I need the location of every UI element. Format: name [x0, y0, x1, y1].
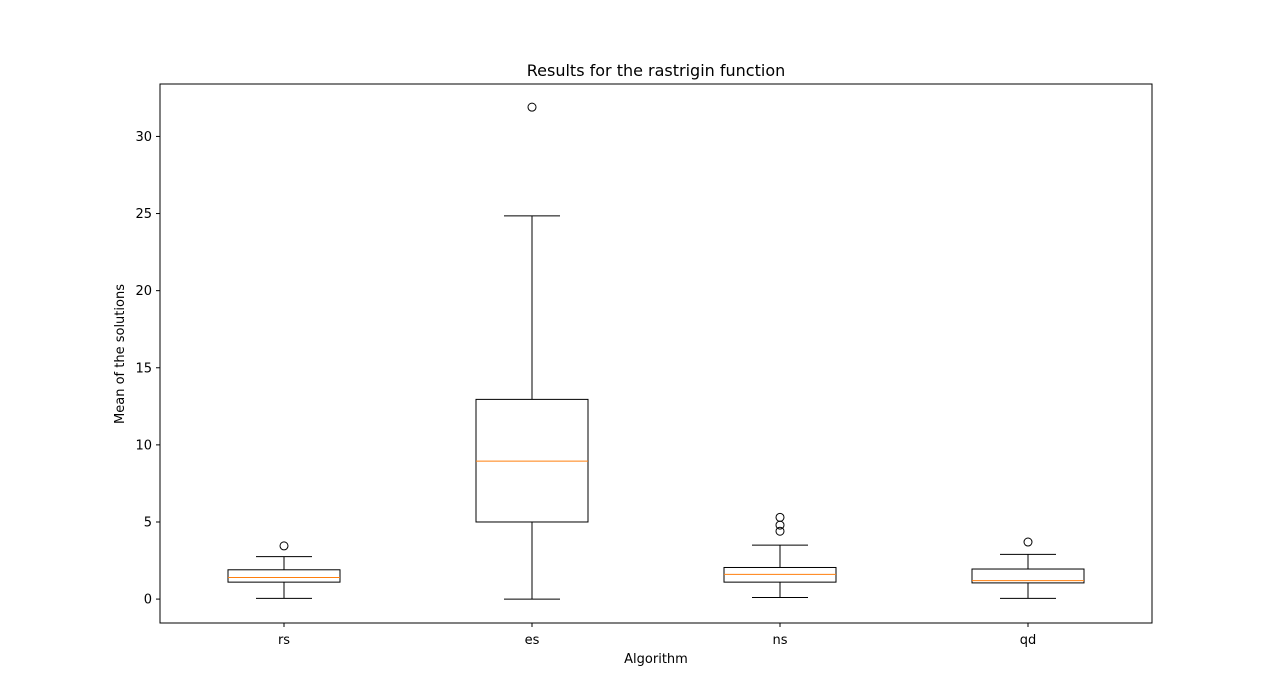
- box-body: [227, 569, 341, 583]
- outlier-point: [527, 102, 537, 112]
- y-tick-label: 15: [135, 361, 152, 376]
- plot-area: [227, 102, 1085, 600]
- outlier-point: [775, 512, 785, 522]
- box-body: [971, 568, 1085, 584]
- y-tick-label: 10: [135, 438, 152, 453]
- chart-title: Results for the rastrigin function: [527, 61, 786, 80]
- outlier-point: [279, 541, 289, 551]
- x-axis-label: Algorithm: [624, 652, 688, 667]
- box-es: [475, 102, 589, 600]
- x-tick-label: qd: [1020, 633, 1037, 648]
- box-ns: [723, 512, 837, 599]
- box-qd: [971, 537, 1085, 599]
- y-tick-label: 30: [135, 130, 152, 145]
- x-tick-label: rs: [278, 633, 290, 648]
- outlier-point: [775, 526, 785, 536]
- y-axis-label: Mean of the solutions: [113, 284, 128, 424]
- box-rs: [227, 541, 341, 599]
- outlier-point: [1023, 537, 1033, 547]
- y-tick-label: 5: [144, 515, 152, 530]
- axes-frame: [159, 83, 1153, 624]
- x-tick-label: ns: [772, 633, 787, 648]
- x-tick-label: es: [525, 633, 540, 648]
- y-tick-label: 0: [144, 593, 152, 608]
- y-tick-label: 20: [135, 284, 152, 299]
- y-tick-label: 25: [135, 207, 152, 222]
